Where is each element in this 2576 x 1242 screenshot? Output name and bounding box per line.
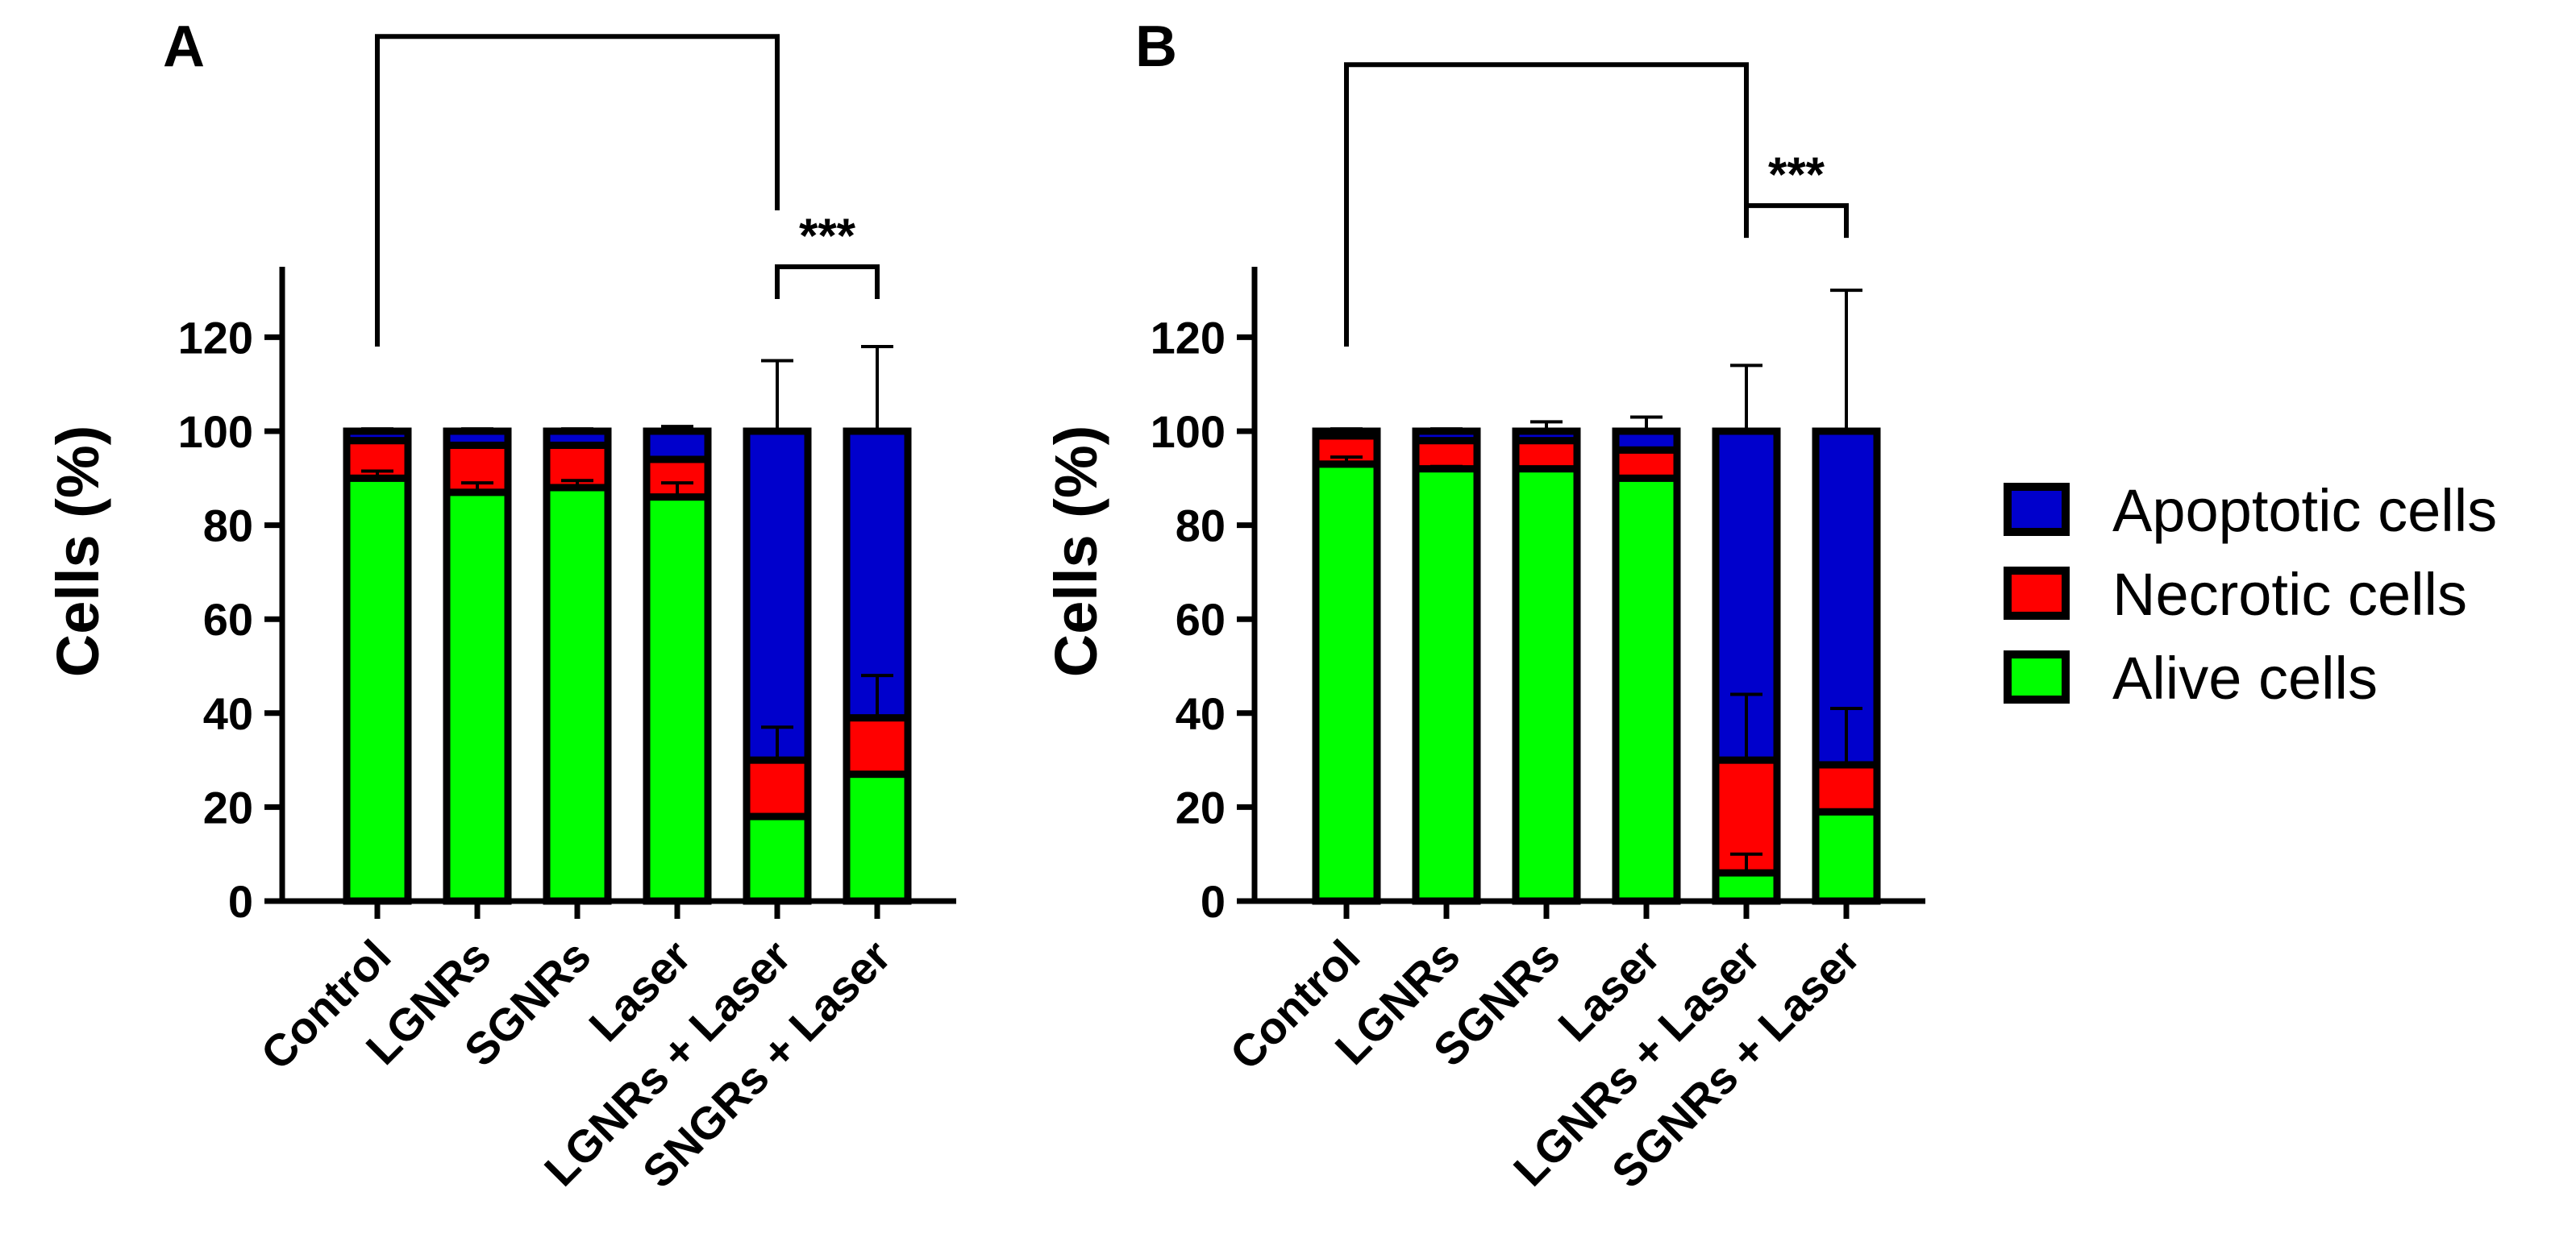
bar-segment-necrotic: [1512, 437, 1581, 473]
bar-segment-necrotic: [1812, 761, 1881, 816]
legend-swatch-necrotic: [2004, 567, 2070, 620]
bar-segment-apoptotic: [1512, 427, 1581, 445]
legend-swatch-apoptotic: [2004, 483, 2070, 536]
legend-label-necrotic: Necrotic cells: [2112, 561, 2467, 628]
y-tick-label: 20: [1176, 782, 1226, 833]
bar-segment-necrotic: [1612, 446, 1681, 482]
y-tick-label: 80: [203, 501, 253, 551]
bar-segment-alive: [1712, 869, 1781, 905]
significance-label: ***: [799, 209, 856, 263]
y-tick-label: 60: [1176, 594, 1226, 645]
bar-segment-apoptotic: [643, 427, 712, 463]
y-axis-title: Cells (%): [44, 426, 111, 678]
y-tick-label: 100: [178, 406, 253, 457]
panel-label: B: [1135, 15, 1177, 79]
bar-segment-alive: [1312, 460, 1381, 905]
significance-bracket: [1344, 62, 1749, 347]
bar-segment-necrotic: [743, 756, 812, 820]
y-tick-label: 60: [203, 594, 253, 645]
y-tick-label: 40: [203, 688, 253, 739]
significance-label: ***: [1768, 147, 1825, 201]
bar-segment-alive: [1512, 465, 1581, 905]
bar-segment-necrotic: [843, 714, 912, 779]
bar-segment-apoptotic: [1412, 427, 1481, 445]
panel-a: A Cells (%) 020406080100120ControlLGNRsS…: [44, 15, 956, 1198]
bar-segment-apoptotic: [343, 427, 412, 445]
significance-bracket: [775, 264, 880, 299]
bar-segment-alive: [1412, 465, 1481, 905]
y-tick-label: 120: [178, 312, 253, 363]
legend: Apoptotic cells Necrotic cells Alive cel…: [2004, 477, 2497, 712]
significance-bracket: [1744, 203, 1849, 239]
bar-segment-apoptotic: [543, 427, 612, 449]
y-tick-label: 100: [1151, 406, 1226, 457]
y-tick-label: 0: [1201, 876, 1226, 927]
bar-segment-apoptotic: [1312, 427, 1381, 440]
y-tick-label: 80: [1176, 501, 1226, 551]
bar-segment-alive: [443, 488, 512, 905]
bar-segment-alive: [643, 493, 712, 905]
legend-label-alive: Alive cells: [2112, 645, 2378, 712]
bar-segment-necrotic: [1412, 437, 1481, 473]
y-tick-label: 20: [203, 782, 253, 833]
bar-segment-alive: [843, 771, 912, 905]
bar-segment-apoptotic: [743, 427, 812, 764]
y-tick-label: 40: [1176, 688, 1226, 739]
y-tick-label: 0: [228, 876, 253, 927]
bar-segment-apoptotic: [1612, 427, 1681, 454]
bar-segment-alive: [1612, 474, 1681, 905]
legend-swatch-alive: [2004, 650, 2070, 704]
y-axis-title: Cells (%): [1042, 426, 1109, 678]
bar-segment-alive: [1812, 808, 1881, 905]
legend-label-apoptotic: Apoptotic cells: [2112, 477, 2497, 544]
y-tick-label: 120: [1151, 312, 1226, 363]
panel-label: A: [163, 15, 205, 79]
bar-segment-alive: [543, 484, 612, 905]
bar-segment-apoptotic: [443, 427, 512, 449]
bar-segment-alive: [743, 812, 812, 905]
significance-bracket: [375, 34, 780, 347]
panel-b: B Cells (%) 020406080100120ControlLGNRsS…: [1042, 15, 1925, 1198]
bar-segment-alive: [343, 474, 412, 905]
